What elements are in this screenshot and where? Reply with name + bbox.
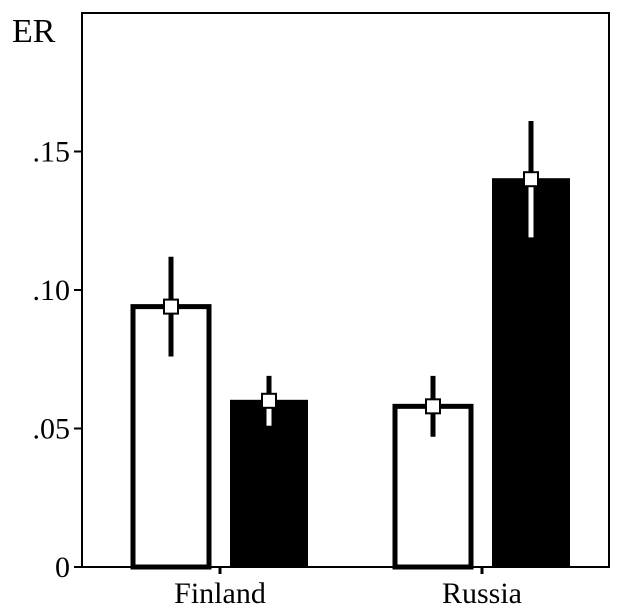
mean-marker (164, 300, 178, 314)
x-category-label: Finland (174, 577, 266, 610)
x-category-label: Russia (442, 577, 522, 610)
y-axis: 0 .05 .10 .15 (33, 136, 83, 585)
mean-marker (524, 172, 538, 186)
mean-marker (426, 399, 440, 413)
mean-marker (262, 394, 276, 408)
y-tick-label: .05 (33, 413, 71, 446)
y-tick-label: .15 (33, 136, 71, 169)
x-axis: Finland Russia (174, 567, 522, 610)
y-axis-title: ER (12, 13, 56, 50)
bars-layer (133, 121, 569, 567)
y-tick-label: 0 (55, 551, 70, 584)
y-tick-label: .10 (33, 274, 71, 307)
